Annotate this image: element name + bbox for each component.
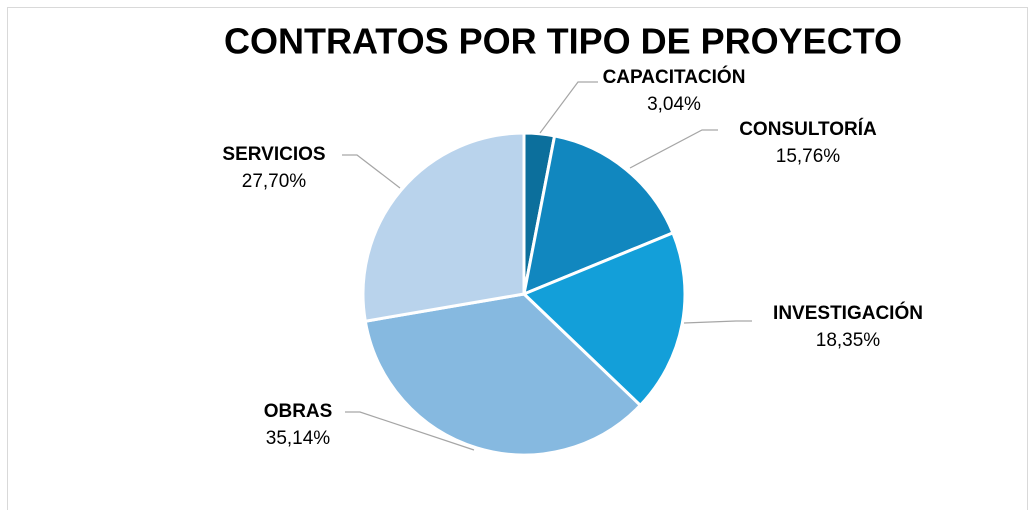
pie-slice [521,134,675,297]
leader-line [342,154,401,189]
leader-line [683,320,752,324]
slice-value-label: 18,35% [816,330,881,351]
leader-line [539,81,598,134]
slice-value-label: 15,76% [776,146,841,167]
slice-name: CAPACITACIÓN [603,66,746,88]
pie-slice [361,131,526,323]
slice-value-label: 35,14% [266,428,331,449]
slice-name: OBRAS [264,401,333,422]
chart-title: CONTRATOS POR TIPO DE PROYECTO [224,21,902,62]
leader-line [345,411,475,451]
slice-name: CONSULTORÍA [739,118,877,140]
slice-name: SERVICIOS [222,144,325,165]
pie-slice [363,292,643,457]
slice-value-label: 3,04% [647,94,701,115]
slice-value-label: 27,70% [242,171,307,192]
pie-slice [521,230,687,408]
leader-line [629,129,718,169]
slice-name: INVESTIGACIÓN [773,302,923,324]
